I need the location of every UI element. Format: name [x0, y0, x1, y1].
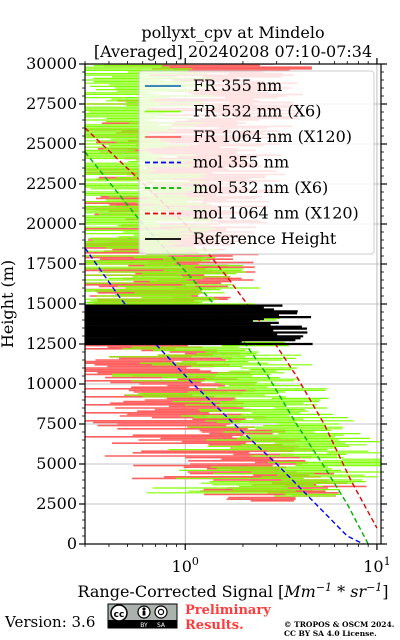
by-text: BY: [140, 622, 148, 629]
x-tick-label: 101: [363, 555, 390, 576]
legend-label: Reference Height: [193, 229, 337, 248]
y-tick-label: 2500: [36, 494, 77, 513]
cc-icon: cc: [114, 610, 125, 620]
x-tick-label: 100: [172, 555, 199, 576]
legend-label: FR 1064 nm (X120): [193, 127, 352, 146]
legend-label: FR 532 nm (X6): [193, 102, 321, 121]
legend-box: [138, 70, 375, 255]
y-tick-label: 7500: [36, 414, 77, 433]
plot-frame: [84, 63, 382, 545]
mol-532-nm-x6--line: [85, 151, 369, 544]
reference-height-series: [85, 304, 313, 346]
chart-subtitle: [Averaged] 20240208 07:10-07:34: [94, 42, 372, 61]
axis-ticks: 0 2500 5000 7500 10000 12500 15000 17500 20000 22…: [26, 54, 391, 576]
results-label: Results.: [185, 618, 244, 633]
by-icon: [142, 607, 146, 611]
y-tick-label: 30000: [26, 54, 77, 73]
preliminary-label: Preliminary: [185, 603, 271, 618]
copyright-line-2: CC BY SA 4.0 License.: [284, 629, 377, 638]
y-tick-label: 15000: [26, 294, 77, 313]
legend-label: FR 355 nm: [193, 76, 282, 95]
cc-license-badge: cc BY SA: [107, 603, 178, 629]
y-tick-label: 5000: [36, 454, 77, 473]
legend-label: mol 1064 nm (X120): [193, 204, 359, 223]
copyright-line-1: © TROPOS & OSCM 2024.: [284, 620, 394, 629]
y-axis-label: Height (m): [0, 260, 17, 348]
legend-label: mol 532 nm (X6): [193, 178, 328, 197]
y-tick-label: 27500: [26, 94, 77, 113]
x-axis-label: Range-Corrected Signal [Mm−1 * sr−1]: [77, 581, 388, 601]
legend-label: mol 355 nm: [193, 153, 289, 172]
y-tick-label: 20000: [26, 214, 77, 233]
version-label: Version: 3.6: [4, 613, 95, 631]
sa-icon: [154, 605, 168, 619]
y-tick-label: 10000: [26, 374, 77, 393]
sa-text: SA: [157, 622, 166, 629]
y-tick-label: 12500: [26, 334, 77, 353]
y-tick-label: 22500: [26, 174, 77, 193]
y-tick-label: 17500: [26, 254, 77, 273]
chart-title: pollyxt_cpv at Mindelo: [141, 23, 324, 42]
y-tick-label: 0: [67, 534, 77, 553]
y-tick-label: 25000: [26, 134, 77, 153]
legend: FR 355 nm FR 532 nm (X6) FR 1064 nm (X120)…: [138, 70, 375, 255]
